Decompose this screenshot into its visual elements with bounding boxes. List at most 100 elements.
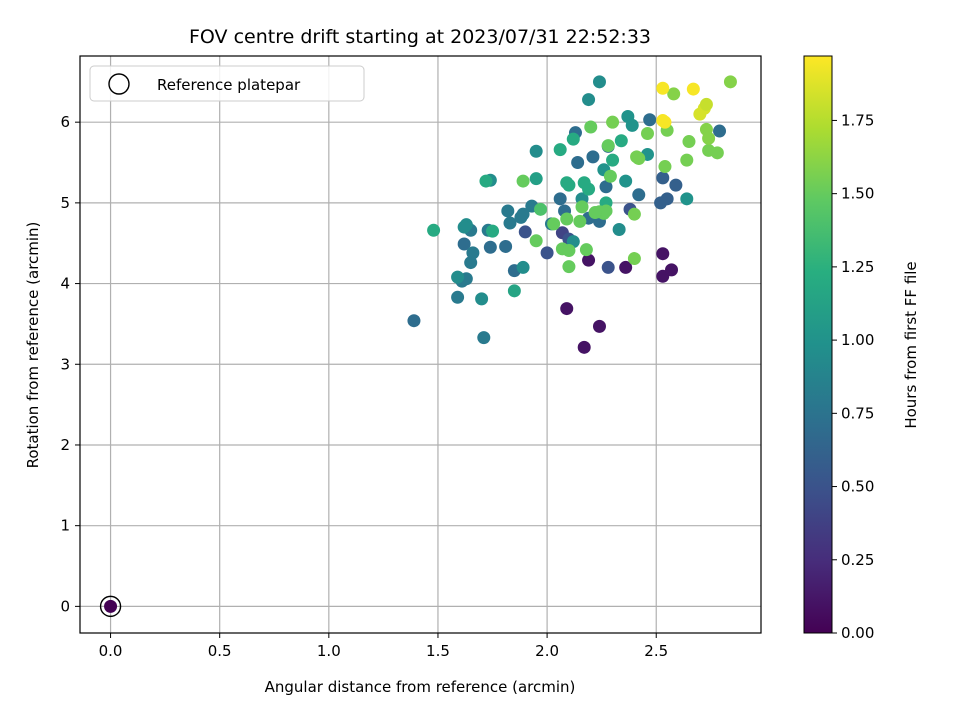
data-point [680, 153, 694, 167]
data-point [606, 115, 620, 129]
data-point [632, 188, 646, 202]
data-point [516, 174, 530, 188]
data-point [632, 151, 646, 165]
data-point [660, 192, 674, 206]
data-point [603, 169, 617, 183]
y-tick-label: 1 [60, 517, 70, 535]
data-points [407, 75, 737, 354]
data-point [475, 292, 489, 306]
data-point [588, 206, 602, 220]
x-tick-label: 1.0 [317, 642, 341, 660]
x-axis-label: Angular distance from reference (arcmin) [265, 678, 576, 696]
y-axis-label: Rotation from reference (arcmin) [24, 222, 42, 469]
data-point [641, 126, 654, 140]
colorbar-label: Hours from first FF file [902, 261, 920, 428]
data-point [713, 124, 727, 138]
y-tick-label: 2 [60, 436, 70, 454]
data-point [619, 260, 633, 274]
colorbar-tick-label: 0.00 [841, 624, 874, 642]
data-point [627, 207, 641, 221]
data-point [560, 302, 574, 316]
data-point [516, 207, 530, 221]
reference-ring [99, 595, 122, 618]
legend: Reference platepar [89, 65, 365, 102]
data-point [407, 314, 421, 328]
data-point [682, 135, 696, 149]
data-point [518, 225, 532, 239]
data-point [560, 212, 574, 226]
data-point [579, 243, 593, 257]
data-point [656, 81, 670, 95]
data-point [577, 340, 591, 354]
y-tick-label: 3 [60, 355, 70, 373]
data-point [656, 247, 670, 261]
x-axis-ticks: 0.0 0.5 1.0 1.5 2.0 2.5 [99, 633, 668, 660]
colorbar-tick-label: 0.25 [841, 551, 874, 569]
data-point [516, 260, 530, 274]
plot-frame [79, 55, 762, 634]
colorbar-tick-label: 1.50 [841, 185, 874, 203]
y-tick-label: 5 [60, 194, 70, 212]
colorbar-tick-label: 0.75 [841, 404, 874, 422]
data-point [586, 150, 600, 164]
colorbar-tick-label: 1.75 [841, 111, 874, 129]
data-point [427, 223, 441, 237]
colorbar-tick-label: 0.50 [841, 478, 874, 496]
reference-point [104, 599, 118, 613]
data-point [627, 252, 641, 266]
x-tick-label: 0.5 [208, 642, 232, 660]
data-point [582, 93, 596, 107]
data-point [680, 192, 694, 206]
data-point [599, 204, 613, 218]
data-point [486, 224, 500, 238]
data-point [625, 118, 639, 132]
legend-entry-label: Reference platepar [157, 76, 301, 94]
data-point [584, 120, 598, 134]
data-point [529, 172, 543, 186]
data-point [553, 192, 567, 206]
y-tick-label: 0 [60, 597, 70, 615]
data-point [464, 256, 478, 270]
data-point [686, 82, 700, 96]
data-point [656, 171, 670, 185]
x-tick-label: 2.5 [644, 642, 668, 660]
data-point [571, 156, 585, 170]
data-point [601, 139, 615, 153]
data-point [665, 263, 679, 277]
data-point [451, 270, 465, 284]
data-point [592, 75, 606, 89]
legend-box [89, 65, 365, 102]
data-point [612, 223, 626, 237]
data-point [699, 97, 713, 111]
data-point [599, 180, 613, 194]
data-point [503, 216, 517, 230]
data-point [601, 260, 615, 274]
data-point [553, 143, 567, 157]
data-point [575, 200, 589, 214]
data-point [507, 284, 521, 298]
data-point [499, 239, 513, 253]
data-point [466, 246, 480, 260]
data-point [710, 146, 724, 160]
data-point [723, 75, 737, 89]
y-axis-ticks: 0 1 2 3 4 5 6 [60, 113, 80, 615]
legend-marker-icon [108, 73, 130, 95]
data-point [457, 237, 471, 251]
y-tick-label: 4 [60, 275, 70, 293]
data-point [658, 160, 672, 174]
data-point [562, 243, 576, 257]
data-point [702, 131, 716, 145]
grid-lines [80, 56, 761, 633]
data-point [582, 253, 596, 267]
x-tick-label: 1.5 [426, 642, 450, 660]
colorbar-tick-label: 1.25 [841, 258, 874, 276]
data-point [540, 246, 554, 260]
reference-marker [99, 595, 122, 618]
x-tick-label: 0.0 [99, 642, 123, 660]
data-point [479, 174, 493, 188]
data-point [501, 204, 515, 218]
colorbar-ticks: 0.00 0.25 0.50 0.75 1.00 1.25 1.50 1.75 [832, 111, 874, 642]
colorbar-frame [803, 55, 833, 634]
chart-title: FOV centre drift starting at 2023/07/31 … [189, 26, 651, 48]
